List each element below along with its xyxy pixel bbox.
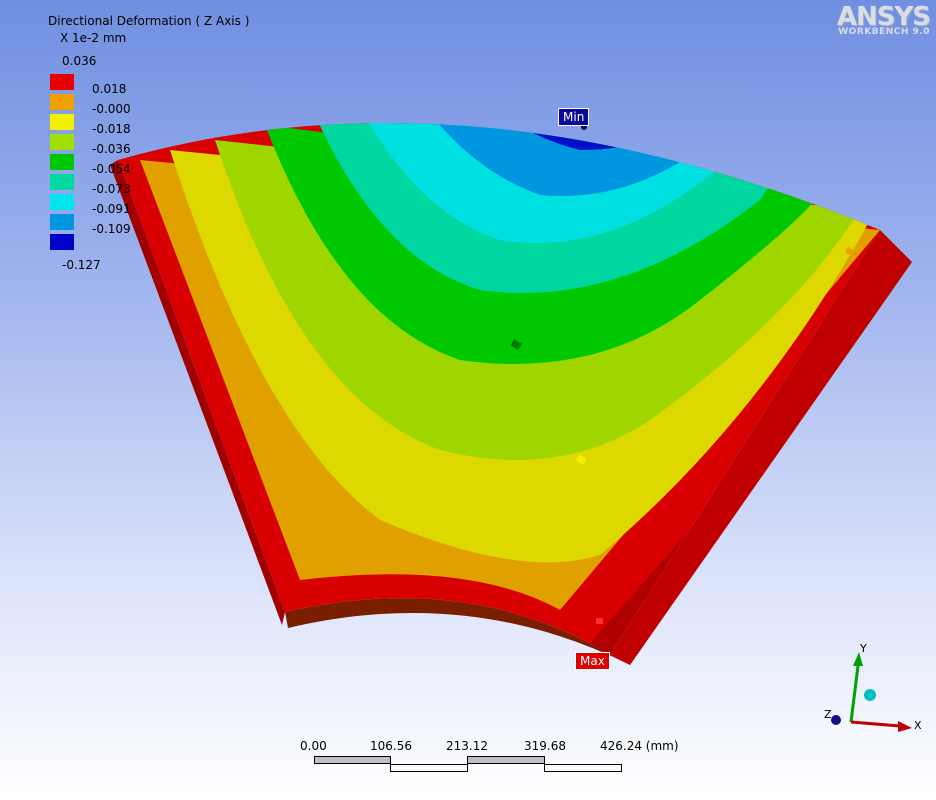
legend-swatch-6 bbox=[50, 194, 74, 210]
marker-3 bbox=[575, 454, 587, 465]
y-axis-label: Y bbox=[860, 642, 867, 655]
marker-2 bbox=[682, 283, 694, 294]
marker-1 bbox=[510, 339, 522, 350]
right-side-face bbox=[610, 230, 912, 665]
max-probe-label[interactable]: Max bbox=[575, 652, 610, 670]
legend-swatch-7 bbox=[50, 214, 74, 230]
coordinate-triad[interactable]: Y X Z bbox=[800, 636, 936, 736]
result-title: Directional Deformation ( Z Axis ) bbox=[48, 14, 250, 28]
legend-value-4: -0.054 bbox=[92, 162, 131, 176]
legend-value-8: -0.127 bbox=[62, 258, 101, 272]
z-axis-label: Z bbox=[824, 708, 832, 721]
bottom-inner-face bbox=[285, 598, 630, 665]
legend-value-0: 0.018 bbox=[92, 82, 127, 96]
legend-swatch-1 bbox=[50, 94, 74, 110]
scale-seg-2 bbox=[390, 764, 468, 772]
x-axis-arrowhead bbox=[898, 721, 912, 732]
logo-subtitle: WORKBENCH 9.0 bbox=[838, 27, 930, 37]
scale-tick-3: 319.68 bbox=[524, 739, 566, 753]
ansys-logo: ANSYS WORKBENCH 9.0 bbox=[836, 2, 934, 38]
legend-value-2: -0.018 bbox=[92, 122, 131, 136]
scale-tick-2: 213.12 bbox=[446, 739, 488, 753]
scale-tick-1: 106.56 bbox=[370, 739, 412, 753]
scale-seg-4 bbox=[544, 764, 622, 772]
marker-4 bbox=[844, 246, 854, 256]
y-axis-arrowhead bbox=[853, 652, 863, 666]
legend-value-7: -0.109 bbox=[92, 222, 131, 236]
z-axis-dot bbox=[831, 715, 841, 725]
logo-name: ANSYS bbox=[836, 2, 931, 32]
legend-swatch-8 bbox=[50, 234, 74, 250]
marker-5 bbox=[596, 618, 603, 624]
result-units: X 1e-2 mm bbox=[60, 31, 127, 45]
scale-bar: 0.00 106.56 213.12 319.68 426.24 (mm) bbox=[300, 736, 680, 780]
min-probe-label[interactable]: Min bbox=[558, 108, 590, 126]
scale-tick-4: 426.24 (mm) bbox=[600, 739, 679, 753]
legend-swatch-0 bbox=[50, 74, 74, 90]
scale-seg-1 bbox=[314, 756, 391, 764]
legend-swatch-2 bbox=[50, 114, 74, 130]
left-side-face bbox=[110, 160, 285, 625]
y-axis-line bbox=[849, 665, 860, 723]
x-axis-label: X bbox=[914, 719, 922, 732]
legend-value-6: -0.091 bbox=[92, 202, 131, 216]
legend-value-5: -0.073 bbox=[92, 182, 131, 196]
legend-swatch-4 bbox=[50, 154, 74, 170]
x-axis-line bbox=[850, 720, 901, 728]
legend-value-1: -0.000 bbox=[92, 102, 131, 116]
rotation-sphere[interactable] bbox=[864, 689, 876, 701]
scale-tick-0: 0.00 bbox=[300, 739, 327, 753]
scale-seg-3 bbox=[467, 756, 545, 764]
legend-swatch-5 bbox=[50, 174, 74, 190]
legend-max-value: 0.036 bbox=[62, 54, 97, 68]
legend-value-3: -0.036 bbox=[92, 142, 131, 156]
legend-swatch-3 bbox=[50, 134, 74, 150]
